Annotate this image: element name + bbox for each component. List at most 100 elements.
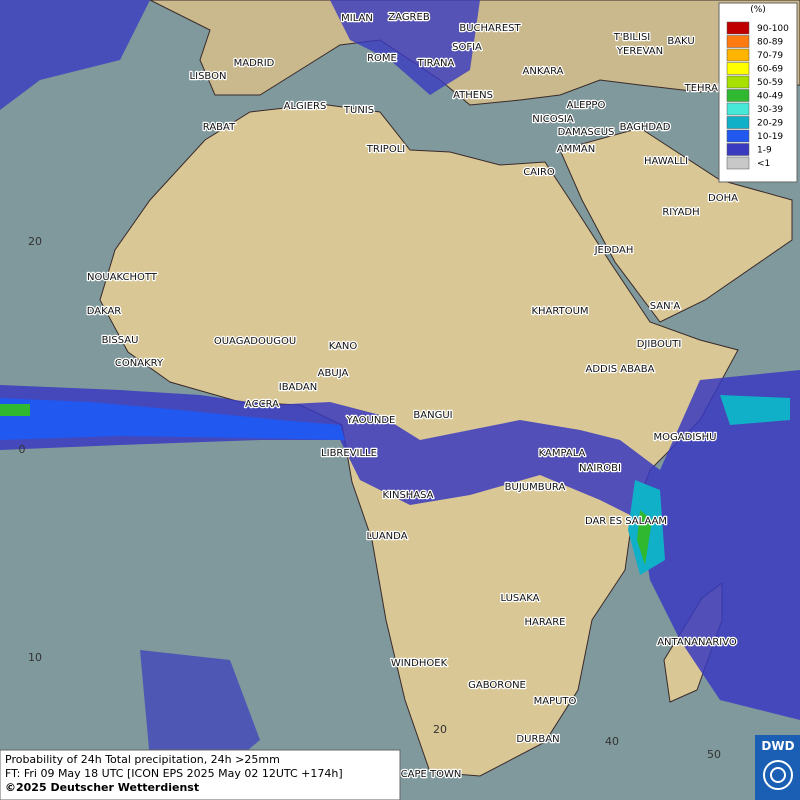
legend-label: 50-59 <box>757 78 783 88</box>
city-label: DJIBOUTI <box>637 339 682 350</box>
legend-swatch <box>726 21 750 35</box>
grid-label: 20 <box>28 235 42 248</box>
city-label: T'BILISI <box>613 32 650 43</box>
city-label: MADRID <box>234 58 275 69</box>
city-label: LIBREVILLE <box>321 448 377 459</box>
legend-swatch <box>726 116 750 129</box>
legend-swatch <box>726 35 750 48</box>
rain-area <box>0 370 800 720</box>
city-label: OUAGADOUGOU <box>214 336 296 347</box>
grid-label: 0 <box>19 443 26 456</box>
city-label: YAOUNDE <box>346 415 396 426</box>
city-label: LUSAKA <box>501 593 540 604</box>
city-label: ADDIS ABABA <box>586 364 655 375</box>
city-label: NICOSIA <box>532 114 574 125</box>
city-label: MOGADISHU <box>654 432 717 443</box>
footer: Probability of 24h Total precipitation, … <box>5 753 343 794</box>
rain-area <box>0 0 150 110</box>
city-label: BISSAU <box>102 335 139 346</box>
city-label: DURBAN <box>516 734 559 745</box>
footer-line: ©2025 Deutscher Wetterdienst <box>5 781 199 794</box>
city-label: TIRANA <box>417 58 455 69</box>
city-label: ROME <box>367 53 397 64</box>
legend-label: 60-69 <box>757 65 783 75</box>
legend: (%) 90-100 80-89 70-79 60-69 50-59 40-49 30-39… <box>718 2 798 183</box>
grid-label: 20 <box>433 723 447 736</box>
legend-swatch <box>726 143 750 156</box>
city-label: KINSHASA <box>382 490 433 501</box>
city-label: ALEPPO <box>567 100 606 111</box>
legend-swatch <box>726 89 750 102</box>
legend-label: 40-49 <box>757 92 783 102</box>
city-label: LISBON <box>190 71 227 82</box>
city-label: KANO <box>329 341 358 352</box>
city-label: ABUJA <box>318 368 349 379</box>
legend-label: 20-29 <box>757 119 783 129</box>
city-label: DAMASCUS <box>558 127 615 138</box>
city-label: CAIRO <box>523 167 555 178</box>
city-label: ACCRA <box>245 399 279 410</box>
footer-line: FT: Fri 09 May 18 UTC [ICON EPS 2025 May… <box>5 767 343 780</box>
grid-label: 10 <box>28 651 42 664</box>
city-label: MAPUTO <box>534 696 577 707</box>
labels: MILAN ZAGREB BUCHAREST SOFIA ROME TIRANA LISBO… <box>19 11 740 782</box>
rain-area <box>0 404 30 416</box>
legend-label: <1 <box>757 159 770 169</box>
legend-label: 1-9 <box>757 146 772 156</box>
city-label: ALGIERS <box>284 101 327 112</box>
logo-icon <box>763 760 793 790</box>
footer-box <box>0 749 401 800</box>
city-label: HAWALLI <box>644 156 688 167</box>
city-label: RABAT <box>203 122 236 133</box>
city-label: CAPE TOWN <box>401 769 462 780</box>
city-label: SOFIA <box>452 42 482 53</box>
footer-line: Probability of 24h Total precipitation, … <box>5 753 280 766</box>
legend-label: 10-19 <box>757 132 783 142</box>
legend-swatch <box>726 75 750 89</box>
city-label: DAR ES SALAAM <box>585 516 667 527</box>
legend-swatch <box>726 156 750 170</box>
legend-swatch <box>726 102 750 116</box>
legend-label: 70-79 <box>757 51 783 61</box>
city-label: KHARTOUM <box>531 306 588 317</box>
city-label: WINDHOEK <box>391 658 448 669</box>
arabia <box>559 127 793 323</box>
rain-area <box>637 510 652 565</box>
city-label: IBADAN <box>279 382 318 393</box>
city-label: TRIPOLI <box>366 144 405 155</box>
rain-area <box>0 398 345 440</box>
city-label: BUCHAREST <box>459 23 521 34</box>
legend-unit: (%) <box>750 5 766 15</box>
city-label: YEREVAN <box>616 46 663 57</box>
city-label: ANKARA <box>523 66 564 77</box>
logo-icon <box>770 767 786 783</box>
city-label: ANTANANARIVO <box>657 637 737 648</box>
city-label: HARARE <box>524 617 565 628</box>
city-label: NAIROBI <box>579 463 621 474</box>
city-label: DOHA <box>708 193 738 204</box>
city-label: KAMPALA <box>539 448 586 459</box>
grid-label: 50 <box>707 748 721 761</box>
city-label: BAKU <box>667 36 694 47</box>
city-label: DAKAR <box>87 306 122 317</box>
city-label: TUNIS <box>343 105 374 116</box>
rain-area <box>330 0 480 95</box>
logo: DWD <box>761 739 794 753</box>
city-label: ATHENS <box>453 90 493 101</box>
city-label: BUJUMBURA <box>505 482 566 493</box>
grid-label: 40 <box>605 735 619 748</box>
city-label: LUANDA <box>366 531 407 542</box>
city-label: BAGHDAD <box>620 122 671 133</box>
legend-label: 30-39 <box>757 105 783 115</box>
city-label: JEDDAH <box>594 245 634 256</box>
city-label: AMMAN <box>557 144 595 155</box>
legend-label: 80-89 <box>757 38 783 48</box>
city-label: RIYADH <box>662 207 699 218</box>
legend-swatch <box>726 48 750 62</box>
city-label: BANGUI <box>413 410 452 421</box>
legend-swatch <box>726 62 750 75</box>
legend-swatch <box>726 129 750 143</box>
city-label: SAN'A <box>650 301 681 312</box>
legend-label: 90-100 <box>757 24 789 34</box>
